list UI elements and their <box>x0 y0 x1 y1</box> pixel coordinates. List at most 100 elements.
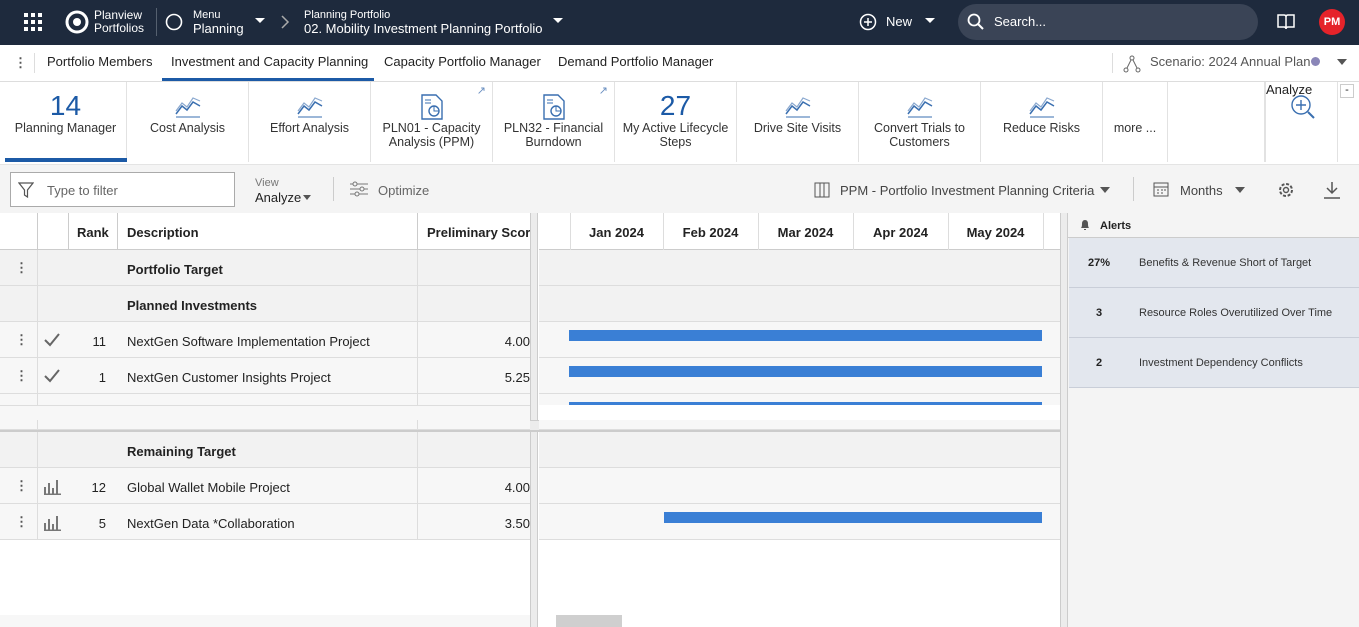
tab[interactable]: Portfolio Members <box>47 54 153 69</box>
plus-icon <box>859 13 877 31</box>
group-cell <box>37 432 38 468</box>
tab[interactable]: Investment and Capacity Planning <box>171 54 369 69</box>
col-border <box>417 504 418 540</box>
apps-icon[interactable] <box>24 13 42 31</box>
optimize[interactable]: Optimize <box>378 183 430 198</box>
rank: 5 <box>98 516 106 531</box>
avatar[interactable]: PM <box>1319 9 1345 35</box>
scrollbar[interactable] <box>0 615 530 627</box>
alert[interactable]: 3 Resource Roles Overutilized Over Time <box>1069 288 1359 338</box>
analyze-svg <box>1291 95 1315 119</box>
tile[interactable]: ↗ PLN32 - Financial Burndown <box>493 82 615 162</box>
scroll-thumb[interactable] <box>556 615 622 627</box>
divider <box>1133 177 1134 201</box>
score: 4.00 <box>504 334 530 349</box>
tile-label: Effort Analysis <box>270 121 349 135</box>
check-icon <box>44 333 60 347</box>
caret <box>553 18 563 23</box>
tile[interactable]: 14 Planning Manager <box>5 82 127 162</box>
month-header <box>539 213 1060 250</box>
score: 4.00 <box>504 480 530 495</box>
divider <box>333 177 334 201</box>
alerts-title: Alerts <box>1100 220 1132 232</box>
tile-label: PLN32 - Financial Burndown <box>503 121 604 149</box>
search-icon <box>967 13 984 30</box>
caret <box>1100 187 1110 193</box>
scenario[interactable]: Scenario: 2024 Annual Plan <box>1150 54 1311 69</box>
chart-icon <box>907 97 933 118</box>
tile[interactable]: Reduce Risks <box>981 82 1103 162</box>
tile[interactable]: ↗ PLN01 - Capacity Analysis (PPM) <box>371 82 493 162</box>
tile-icon <box>297 94 323 121</box>
row-menu[interactable]: ⋮ <box>15 260 28 275</box>
toolbar: Type to filter View Analyze Optimize PPM… <box>0 165 1359 213</box>
col-border <box>37 322 38 358</box>
col-border <box>417 286 418 322</box>
tile[interactable]: Convert Trials to Customers <box>859 82 981 162</box>
filter-box[interactable]: Type to filter <box>10 172 235 207</box>
breadcrumb[interactable]: Planning Portfolio 02. Mobility Investmen… <box>304 8 542 36</box>
tile[interactable]: Drive Site Visits <box>737 82 859 162</box>
analyze-tile[interactable]: Analyze <box>1265 82 1338 162</box>
search-placeholder: Search... <box>994 14 1047 29</box>
grid-row <box>0 468 530 504</box>
alert-label: Resource Roles Overutilized Over Time <box>1139 307 1333 319</box>
alert-label: Benefits & Revenue Short of Target <box>1139 257 1312 269</box>
criteria[interactable]: PPM - Portfolio Investment Planning Crit… <box>840 183 1095 198</box>
section-title: Remaining Target <box>127 444 236 459</box>
bars-icon <box>44 516 61 532</box>
view-label: View <box>255 177 279 189</box>
description: NextGen Customer Insights Project <box>127 370 331 385</box>
status-icon <box>43 331 61 352</box>
section-title: Portfolio Target <box>127 262 223 277</box>
month-border <box>1043 213 1044 250</box>
new-button[interactable]: New <box>886 14 913 29</box>
col-border <box>417 322 418 358</box>
tile-blank <box>1168 82 1265 162</box>
menu[interactable]: Menu Planning <box>193 8 244 36</box>
more-dots[interactable]: ⋮ <box>14 55 27 70</box>
external-link: ↗ <box>598 85 608 97</box>
tab[interactable]: Capacity Portfolio Manager <box>384 54 541 69</box>
month-border <box>663 213 664 250</box>
settings-icon[interactable] <box>1277 181 1295 199</box>
view-value[interactable]: Analyze <box>255 190 302 205</box>
search-box[interactable]: Search... <box>958 4 1258 40</box>
tile[interactable]: Effort Analysis <box>249 82 371 162</box>
download-icon[interactable] <box>1323 181 1341 199</box>
grid-row <box>0 358 530 394</box>
tab-bar: ⋮ Scenario: 2024 Annual Plan Portfolio M… <box>0 45 1359 82</box>
book-icon[interactable] <box>1277 13 1295 31</box>
tab[interactable]: Demand Portfolio Manager <box>558 54 714 69</box>
period[interactable]: Months <box>1180 183 1223 198</box>
gantt-row <box>539 468 1060 504</box>
bell <box>1081 220 1089 230</box>
grid-row <box>0 432 530 468</box>
tile[interactable]: 27 My Active Lifecycle Steps <box>615 82 737 162</box>
calendar-icon <box>1153 182 1169 197</box>
column-header: Preliminary Score <box>427 225 530 240</box>
tile-label: Reduce Risks <box>1002 121 1081 135</box>
alert[interactable]: 2 Investment Dependency Conflicts <box>1069 338 1359 388</box>
chevron <box>281 15 290 29</box>
tile-label: Cost Analysis <box>149 121 226 135</box>
row-menu[interactable]: ⋮ <box>15 332 28 347</box>
row-menu[interactable]: ⋮ <box>15 514 28 529</box>
breadcrumb-label: Planning Portfolio <box>304 9 391 21</box>
brand: Planview Portfolios <box>94 9 144 35</box>
caret <box>1337 59 1347 65</box>
clip-cover <box>0 405 530 420</box>
group-cell <box>37 286 38 322</box>
divider <box>34 53 35 73</box>
gantt-row <box>539 432 1060 468</box>
caret <box>1235 187 1245 193</box>
row-menu[interactable]: ⋮ <box>15 478 28 493</box>
tile-count: 27 <box>659 90 692 121</box>
tile[interactable]: Cost Analysis <box>127 82 249 162</box>
tile[interactable]: more ... <box>1103 82 1168 162</box>
gantt-bar <box>569 366 1042 377</box>
alert[interactable]: 27% Benefits & Revenue Short of Target <box>1069 238 1359 288</box>
row-menu[interactable]: ⋮ <box>15 368 28 383</box>
alert-value: 27% <box>1087 257 1111 269</box>
chart-icon <box>175 97 201 118</box>
